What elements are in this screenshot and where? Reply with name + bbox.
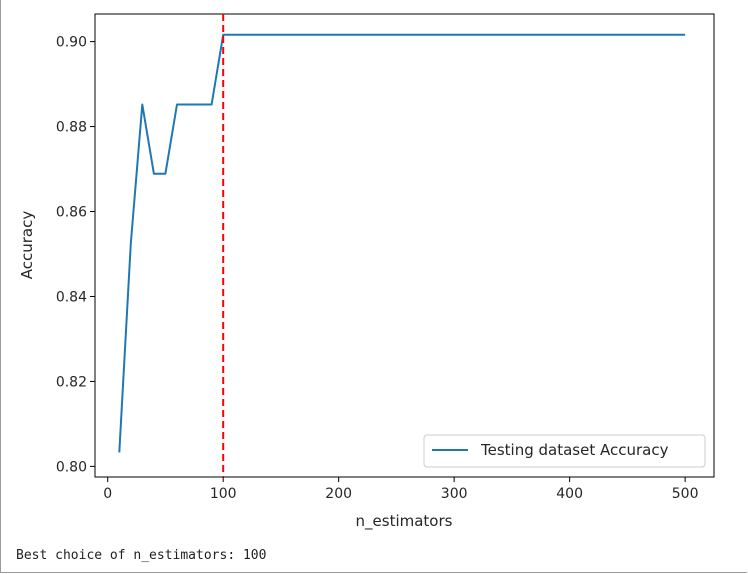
x-tick-label: 200	[325, 486, 352, 502]
output-text: Best choice of n_estimators: 100	[16, 548, 267, 563]
plot-layer: 0 100 200 300 400 500 0.80 0.82 0.84 0.86 0.88 0.90	[56, 13, 715, 502]
x-tick-label: 500	[672, 486, 699, 502]
y-tick-label: 0.86	[56, 205, 87, 221]
y-tick-label: 0.88	[56, 120, 87, 136]
x-axis-label: n_estimators	[356, 512, 453, 531]
x-tick-label: 300	[441, 486, 468, 502]
x-tick-label: 0	[103, 486, 112, 502]
x-tick-label: 100	[210, 486, 237, 502]
legend: Testing dataset Accuracy	[423, 434, 706, 468]
plot-area-frame	[94, 13, 715, 478]
legend-entry-testing-accuracy: Testing dataset Accuracy	[480, 441, 669, 459]
y-tick-label: 0.90	[56, 35, 87, 51]
y-tick-label: 0.84	[56, 289, 87, 305]
y-tick-label: 0.80	[56, 459, 87, 475]
accuracy-chart: 0 100 200 300 400 500 0.80 0.82 0.84 0.86 0.88 0.90…	[18, 13, 715, 531]
series-line-testing-accuracy	[118, 33, 686, 453]
x-tick-label: 400	[556, 486, 583, 502]
y-axis-label: Accuracy	[18, 211, 36, 280]
legend-box	[423, 434, 706, 468]
y-tick-label: 0.82	[56, 374, 87, 390]
